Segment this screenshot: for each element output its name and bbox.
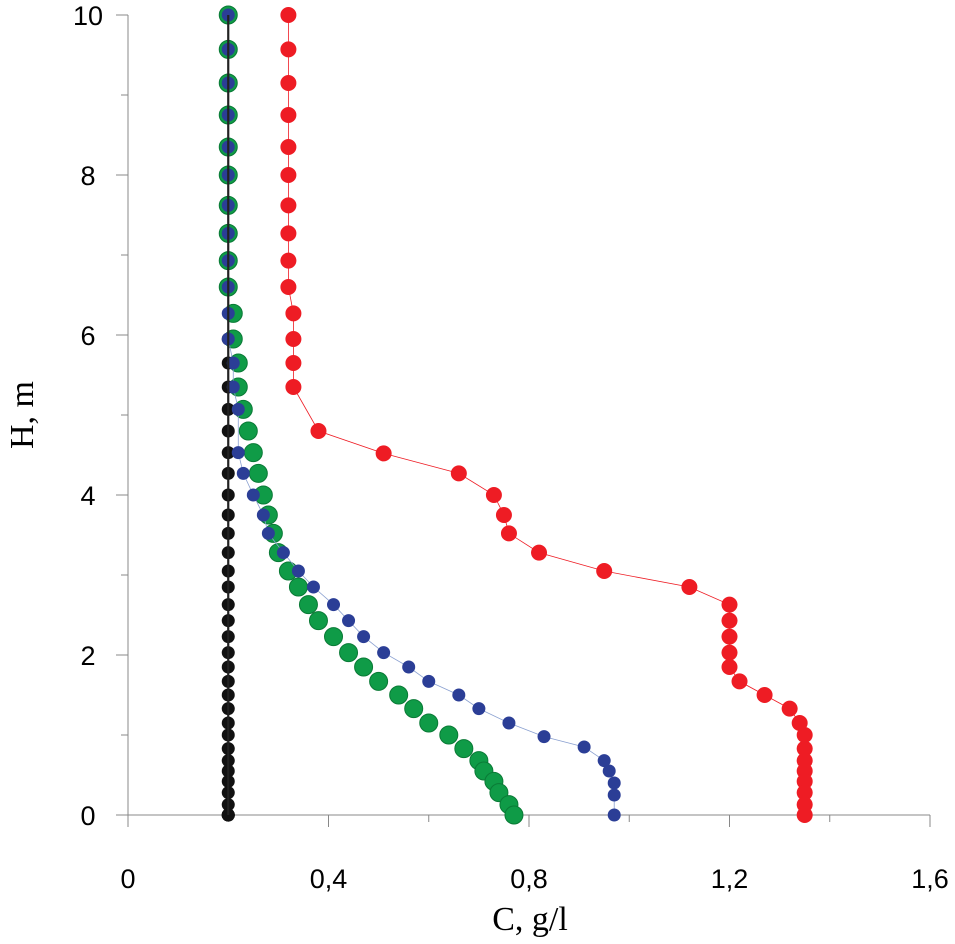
- x-tick-label: 0,4: [310, 864, 348, 894]
- red-data-point: [280, 167, 297, 183]
- blue-data-point: [236, 466, 250, 480]
- red-series-line: [287, 15, 806, 815]
- blue-data-point: [226, 380, 240, 394]
- red-data-point: [796, 740, 813, 757]
- red-data-point: [721, 612, 738, 629]
- blue-data-point: [577, 740, 591, 754]
- red-data-point: [280, 139, 297, 155]
- blue-data-point: [246, 488, 260, 502]
- green-data-point: [243, 443, 263, 463]
- red-data-point: [280, 225, 297, 242]
- green-data-point: [339, 643, 359, 663]
- x-tick-label: 0,8: [510, 864, 548, 894]
- blue-data-point: [377, 646, 391, 660]
- red-data-point: [280, 197, 297, 214]
- blue-data-point: [306, 580, 320, 594]
- red-data-point: [681, 579, 698, 595]
- tick-labels: 0 2 4 6 8 10 0 0,4 0,8 1,2 1,6: [73, 1, 949, 894]
- green-data-point: [298, 595, 318, 615]
- blue-data-point: [602, 764, 616, 778]
- red-data-point: [596, 563, 613, 579]
- blue-data-point: [226, 356, 240, 370]
- red-data-point: [310, 423, 327, 439]
- green-data-point: [419, 713, 439, 733]
- blue-data-point: [231, 402, 245, 416]
- y-tick-label: 4: [80, 481, 95, 511]
- blue-data-point: [402, 660, 416, 674]
- green-data-point: [238, 421, 258, 441]
- blue-data-point: [607, 776, 621, 790]
- red-data-point: [796, 784, 813, 801]
- red-data-point: [280, 107, 297, 123]
- blue-data-point: [261, 526, 275, 540]
- x-tick-label: 1,6: [911, 864, 949, 894]
- red-data-point: [280, 41, 297, 58]
- blue-data-point: [607, 788, 621, 802]
- x-tick-label: 0: [120, 864, 135, 894]
- green-data-point: [454, 739, 474, 759]
- green-data-point: [324, 627, 344, 647]
- green-data-point: [369, 671, 389, 691]
- blue-data-point: [357, 630, 371, 644]
- red-data-point: [781, 700, 798, 717]
- red-data-point: [280, 252, 297, 269]
- red-data-point: [721, 596, 738, 613]
- series-layer: [218, 5, 813, 825]
- red-data-point: [280, 75, 297, 91]
- red-data-point: [531, 544, 548, 561]
- red-data-point: [721, 659, 738, 675]
- red-data-point: [756, 687, 773, 703]
- x-tick-label: 1,2: [711, 864, 749, 894]
- red-data-point: [285, 355, 302, 371]
- red-data-point: [796, 807, 813, 823]
- x-axis-title: C, g/l: [492, 901, 568, 938]
- y-tick-label: 0: [80, 801, 95, 831]
- red-data-point: [485, 487, 502, 503]
- red-data-point: [280, 7, 297, 23]
- blue-data-point: [231, 446, 245, 460]
- blue-data-point: [342, 614, 356, 628]
- green-data-point: [308, 611, 328, 631]
- blue-data-point: [597, 754, 611, 768]
- red-data-point: [495, 507, 512, 523]
- y-axis-title: H, m: [4, 381, 41, 449]
- red-data-point: [796, 773, 813, 790]
- green-data-point: [404, 699, 424, 719]
- blue-data-point: [276, 546, 290, 560]
- blue-data-point: [327, 598, 341, 612]
- blue-data-point: [472, 702, 486, 716]
- red-data-point: [731, 673, 748, 690]
- red-data-point: [450, 465, 467, 482]
- blue-data-point: [502, 716, 516, 730]
- y-tick-label: 10: [73, 1, 103, 31]
- blue-data-point: [537, 730, 551, 744]
- red-data-point: [285, 305, 302, 322]
- blue-data-point: [422, 674, 436, 688]
- blue-series-line: [227, 15, 615, 815]
- axes: [116, 14, 931, 827]
- y-tick-label: 6: [80, 321, 95, 351]
- red-data-point: [791, 715, 808, 731]
- green-data-point: [288, 577, 308, 597]
- blue-data-point: [291, 564, 305, 578]
- red-data-point: [500, 525, 517, 542]
- red-data-point: [285, 379, 302, 395]
- blue-data-point: [452, 688, 466, 702]
- y-tick-label: 2: [80, 641, 95, 671]
- blue-data-point: [607, 808, 621, 822]
- red-data-point: [721, 628, 738, 645]
- green-data-point: [248, 463, 268, 483]
- red-data-point: [280, 279, 297, 295]
- red-data-point: [285, 331, 302, 347]
- green-data-point: [389, 685, 409, 705]
- blue-data-point: [256, 508, 270, 522]
- green-data-point: [504, 805, 524, 825]
- red-data-point: [721, 644, 738, 661]
- red-data-point: [375, 445, 392, 462]
- green-data-point: [439, 725, 459, 745]
- red-data-point: [796, 727, 813, 743]
- y-tick-label: 8: [80, 161, 95, 191]
- green-data-point: [354, 657, 374, 677]
